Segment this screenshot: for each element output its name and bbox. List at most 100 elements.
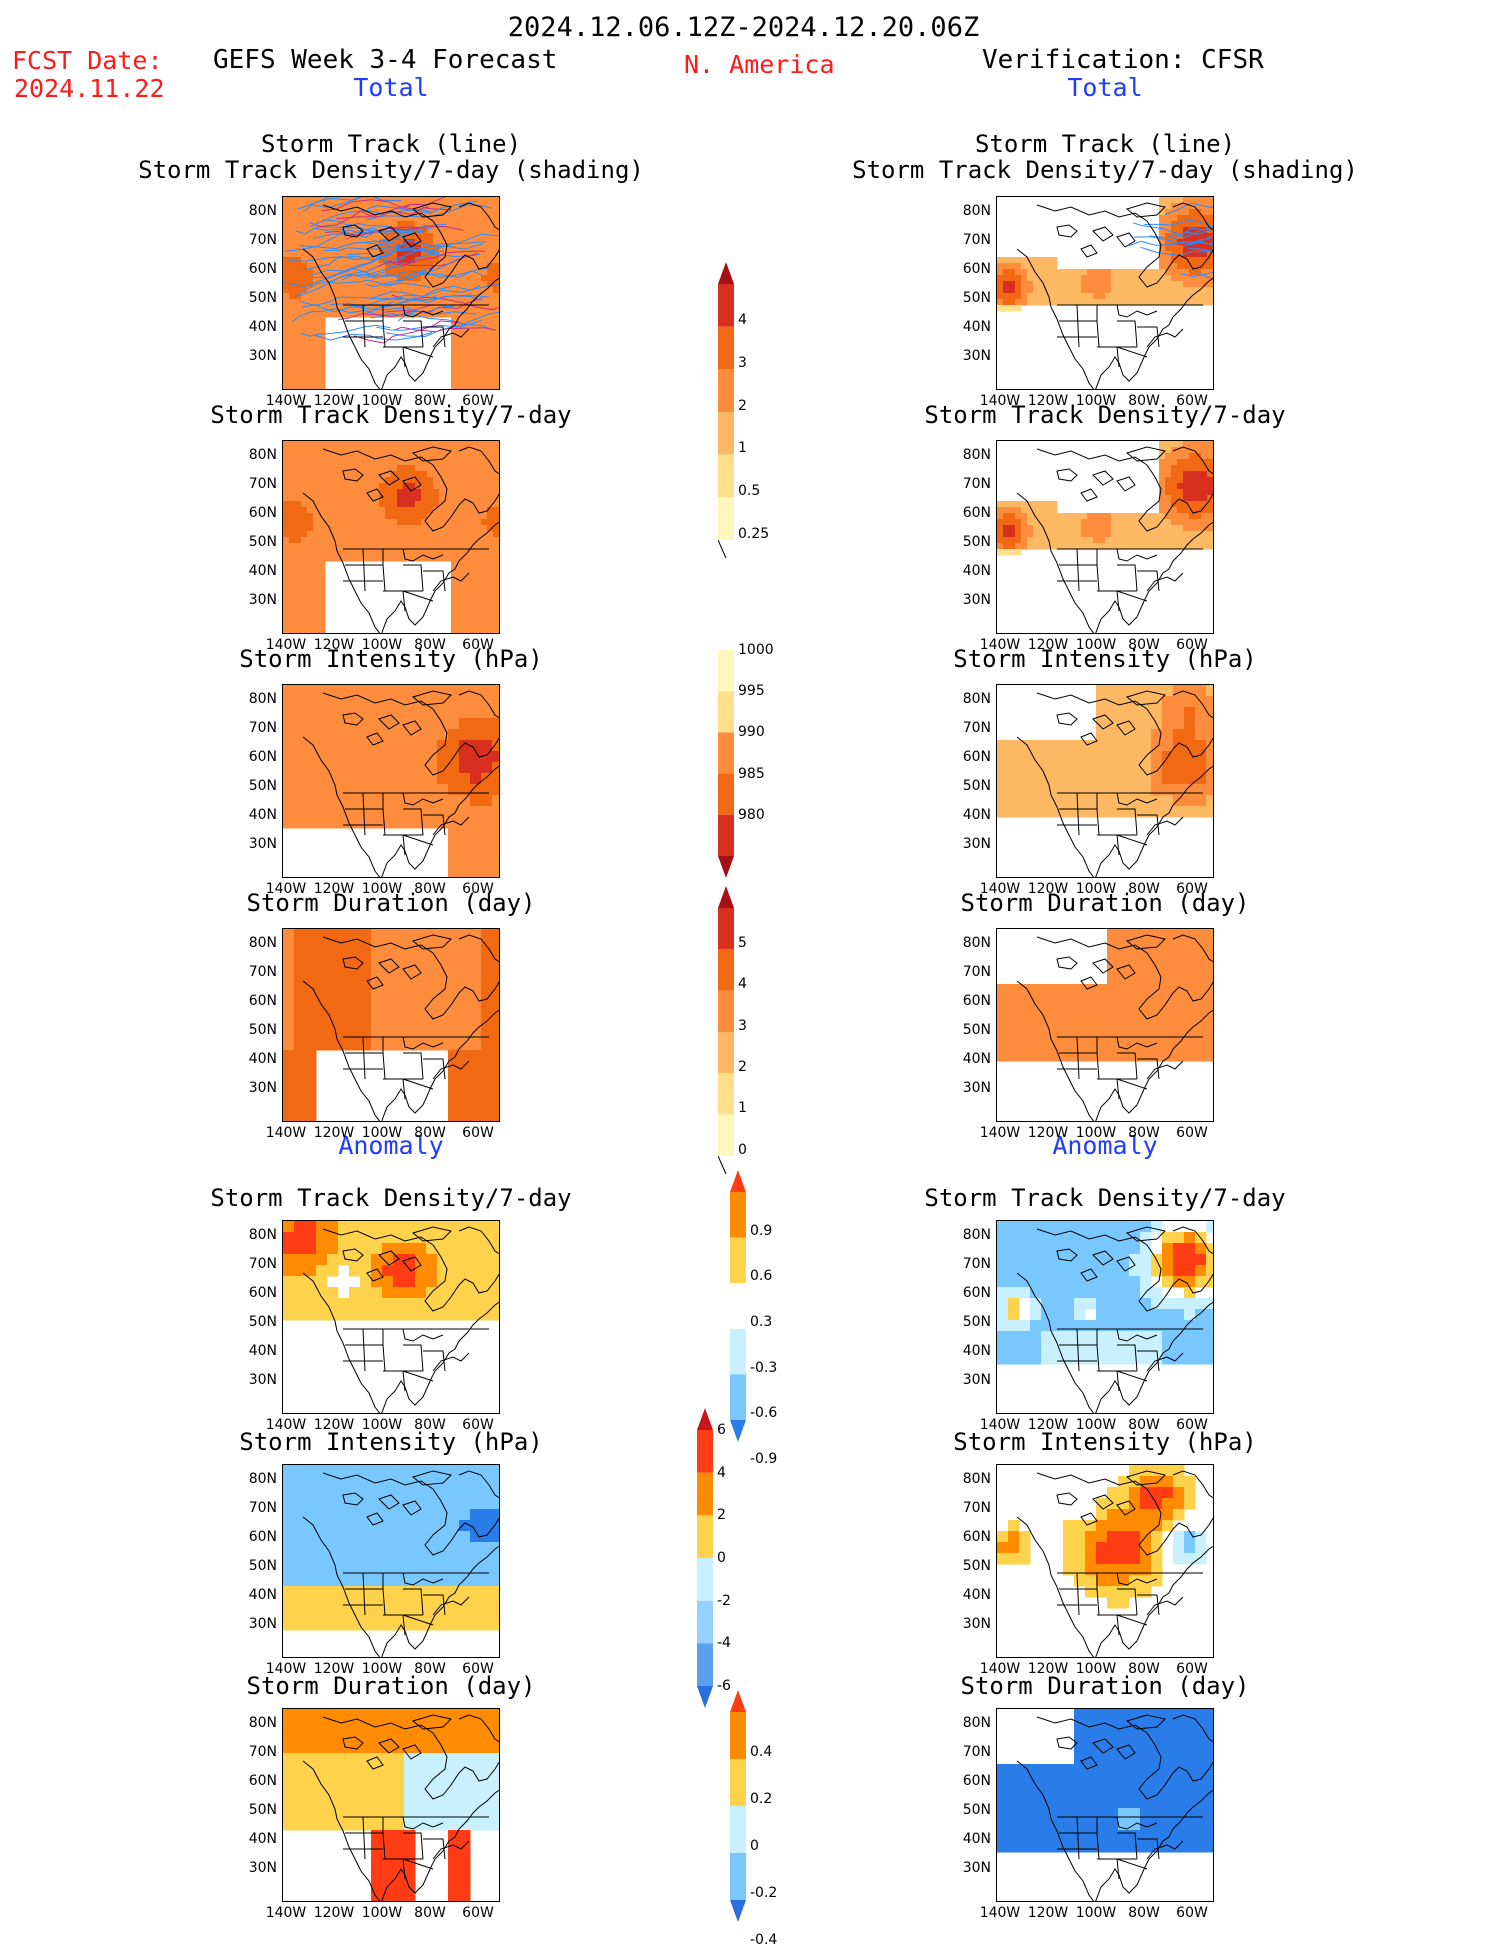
shading-cell (343, 293, 350, 300)
shading-cell (337, 543, 344, 550)
shading-cell (457, 537, 464, 544)
shading-cell (421, 257, 428, 264)
shading-cell (426, 1564, 438, 1576)
shading-cell (469, 507, 476, 514)
shading-cell (301, 341, 308, 348)
shading-cell (1019, 1287, 1031, 1299)
shading-cell (1207, 453, 1214, 460)
shading-cell (403, 441, 410, 448)
shading-cell (463, 359, 470, 366)
shading-cell (283, 1254, 295, 1266)
shading-cell (493, 293, 500, 300)
shading-cell (1039, 287, 1046, 294)
shading-cell (305, 1072, 317, 1084)
shading-cell (382, 1786, 394, 1798)
shading-cell (316, 696, 328, 708)
shading-cell (393, 685, 405, 697)
shading-cell (1008, 751, 1020, 763)
shading-cell (307, 609, 314, 616)
shading-cell (283, 1094, 295, 1106)
shading-cell (1041, 995, 1053, 1007)
shading-cell (404, 929, 416, 941)
shading-cell (360, 929, 372, 941)
shading-cell (459, 751, 471, 763)
shading-cell (289, 561, 296, 568)
shading-cell (415, 1553, 427, 1565)
shading-cell (409, 549, 416, 556)
shading-cell (1118, 1298, 1130, 1310)
shading-cell (338, 1028, 350, 1040)
shading-cell (1052, 984, 1064, 996)
shading-cell (493, 585, 500, 592)
lat-tick-label: 30N (951, 348, 991, 364)
shading-cell (361, 507, 368, 514)
shading-cell (1151, 1298, 1163, 1310)
shading-cell (499, 513, 500, 520)
lon-tick-label: 140W (980, 637, 1021, 653)
shading-cell (487, 389, 494, 390)
shading-cell (487, 489, 494, 496)
lat-tick-label: 40N (951, 319, 991, 335)
shading-cell (403, 495, 410, 502)
shading-cell (283, 621, 290, 628)
shading-cell (319, 507, 326, 514)
shading-cell (463, 567, 470, 574)
shading-cell (1183, 513, 1190, 520)
shading-cell (1008, 1342, 1020, 1354)
shading-cell (1041, 762, 1053, 774)
shading-cell (1085, 1564, 1097, 1576)
shading-cell (1033, 543, 1040, 550)
shading-cell (493, 371, 500, 378)
shading-cell (283, 1564, 295, 1576)
shading-cell (493, 317, 500, 324)
shading-cell (451, 197, 458, 204)
shading-cell (382, 685, 394, 697)
shading-cell (313, 293, 320, 300)
shading-cell (1173, 1050, 1185, 1062)
shading-cell (371, 685, 383, 697)
shading-cell (373, 287, 380, 294)
lon-tick-label: 60W (462, 1661, 494, 1677)
shading-cell (997, 299, 1004, 306)
shading-cell (1030, 1028, 1042, 1040)
shading-cell (283, 203, 290, 210)
shading-cell (316, 1039, 328, 1051)
shading-cell (361, 513, 368, 520)
shading-cell (289, 233, 296, 240)
shading-cell (426, 1742, 438, 1754)
shading-cell (1140, 973, 1152, 985)
shading-cell (349, 1564, 361, 1576)
shading-cell (1074, 740, 1086, 752)
shading-cell (415, 1028, 427, 1040)
shading-cell (283, 305, 290, 312)
shading-cell (313, 383, 320, 390)
shading-cell (459, 1731, 471, 1743)
shading-cell (451, 567, 458, 574)
shading-cell (1085, 1221, 1097, 1233)
shading-cell (997, 751, 1009, 763)
shading-cell (475, 209, 482, 216)
shading-cell (469, 365, 476, 372)
shading-cell (1118, 1017, 1130, 1029)
shading-cell (404, 1298, 416, 1310)
shading-cell (1213, 501, 1214, 508)
shading-cell (451, 447, 458, 454)
shading-cell (1105, 531, 1112, 538)
shading-cell (1003, 257, 1010, 264)
shading-cell (492, 1564, 500, 1576)
shading-cell (1189, 531, 1196, 538)
shading-cell (421, 531, 428, 538)
shading-cell (1165, 245, 1172, 252)
shading-cell (1093, 275, 1100, 282)
shading-cell (487, 305, 494, 312)
shading-cell (1129, 1353, 1141, 1365)
shading-cell (1008, 1254, 1020, 1266)
shading-cell (451, 609, 458, 616)
shading-cell (1093, 293, 1100, 300)
shading-cell (499, 371, 500, 378)
shading-cell (316, 1597, 328, 1609)
shading-cell (289, 203, 296, 210)
shading-cell (451, 359, 458, 366)
shading-cell (355, 483, 362, 490)
shading-cell (1195, 973, 1207, 985)
